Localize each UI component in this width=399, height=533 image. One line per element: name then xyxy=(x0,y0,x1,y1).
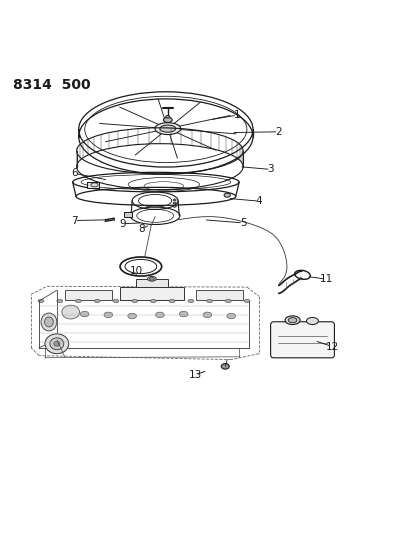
Text: 3: 3 xyxy=(267,164,274,174)
Text: 8: 8 xyxy=(139,224,145,234)
Ellipse shape xyxy=(50,338,64,350)
Text: 8314  500: 8314 500 xyxy=(13,78,91,92)
Text: 13: 13 xyxy=(189,370,202,380)
Ellipse shape xyxy=(188,300,194,303)
Ellipse shape xyxy=(45,334,69,354)
Ellipse shape xyxy=(225,300,231,303)
Text: 12: 12 xyxy=(326,342,339,352)
Text: 7: 7 xyxy=(71,215,78,225)
Bar xyxy=(196,290,243,300)
Ellipse shape xyxy=(57,300,63,303)
Ellipse shape xyxy=(203,312,212,318)
Ellipse shape xyxy=(164,117,172,123)
Ellipse shape xyxy=(62,305,80,319)
Text: 2: 2 xyxy=(275,127,282,137)
Ellipse shape xyxy=(156,312,164,318)
Ellipse shape xyxy=(45,317,53,327)
Ellipse shape xyxy=(288,318,297,323)
Ellipse shape xyxy=(132,300,138,303)
Ellipse shape xyxy=(244,300,250,303)
Ellipse shape xyxy=(155,123,181,134)
Ellipse shape xyxy=(227,313,235,319)
Ellipse shape xyxy=(94,300,100,303)
Ellipse shape xyxy=(104,312,113,318)
Ellipse shape xyxy=(221,364,229,369)
Ellipse shape xyxy=(173,199,176,201)
Ellipse shape xyxy=(150,277,154,280)
Text: 9: 9 xyxy=(119,219,126,229)
Text: 6: 6 xyxy=(71,168,78,179)
Bar xyxy=(136,279,168,287)
Ellipse shape xyxy=(169,300,175,303)
Text: 4: 4 xyxy=(256,196,262,206)
Bar xyxy=(65,290,113,300)
Ellipse shape xyxy=(224,193,230,197)
FancyBboxPatch shape xyxy=(271,322,334,358)
Ellipse shape xyxy=(113,300,119,303)
Ellipse shape xyxy=(306,318,318,325)
Ellipse shape xyxy=(166,115,170,118)
Ellipse shape xyxy=(54,341,60,346)
Ellipse shape xyxy=(150,300,156,303)
Ellipse shape xyxy=(207,300,213,303)
Ellipse shape xyxy=(148,277,156,281)
Ellipse shape xyxy=(179,311,188,317)
Ellipse shape xyxy=(160,125,176,132)
Bar xyxy=(124,212,132,216)
Bar xyxy=(120,287,184,300)
Bar xyxy=(87,182,99,188)
Ellipse shape xyxy=(173,202,176,204)
Text: 10: 10 xyxy=(130,266,143,276)
Ellipse shape xyxy=(38,300,44,303)
Ellipse shape xyxy=(41,313,57,331)
Ellipse shape xyxy=(75,300,81,303)
Text: 5: 5 xyxy=(240,218,247,228)
Ellipse shape xyxy=(80,311,89,317)
Ellipse shape xyxy=(128,313,136,319)
Text: 11: 11 xyxy=(320,274,333,284)
Text: 1: 1 xyxy=(234,110,241,120)
Ellipse shape xyxy=(173,205,176,207)
Ellipse shape xyxy=(285,316,300,325)
